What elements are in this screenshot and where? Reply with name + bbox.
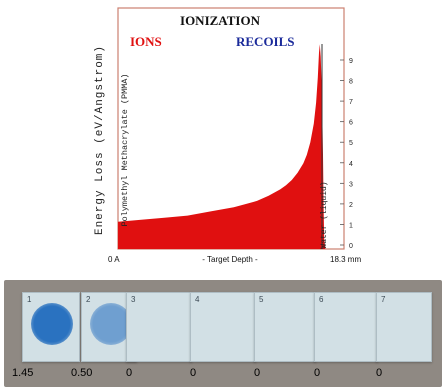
right-axis-tick-label: 7 — [349, 99, 353, 106]
x-start-label: 0 A — [108, 255, 120, 264]
right-axis-tick-label: 6 — [349, 120, 353, 127]
legend-recoils: RECOILS — [236, 34, 295, 49]
slide-index-label: 1 — [27, 295, 32, 304]
film-slide: 5 — [254, 292, 316, 362]
layer-label-water: Water (liquid) — [320, 181, 329, 248]
slide-dose-value: 0 — [126, 367, 133, 379]
right-axis-tick-label: 3 — [349, 181, 353, 188]
slide-index-label: 6 — [319, 295, 324, 304]
ionization-chart: Energy Loss (eV/Angstrom) 9 8 7 6 5 4 3 2 1 0 ION… — [94, 7, 361, 264]
slide-dose-value: 0 — [376, 367, 383, 379]
slide-index-label: 3 — [131, 295, 136, 304]
right-axis-tick-label: 0 — [349, 243, 353, 250]
irradiation-spot — [31, 303, 73, 345]
x-end-label: 18.3 mm — [330, 255, 361, 264]
slide-index-label: 2 — [86, 295, 91, 304]
slide-index-label: 5 — [259, 295, 264, 304]
slide-dose-value: 0 — [190, 367, 197, 379]
right-axis-tick-label: 1 — [349, 222, 353, 229]
slide-dose-value: 0 — [254, 367, 261, 379]
slide-dose-value: 1.45 — [12, 367, 34, 379]
film-strip-photo: 1 1.45 2 0.50 3 0 4 0 5 0 6 0 7 0 — [4, 280, 442, 387]
slide-dose-value: 0.50 — [71, 367, 93, 379]
film-slide: 3 — [126, 292, 192, 362]
legend-ions: IONS — [130, 34, 162, 49]
film-slide: 4 — [190, 292, 256, 362]
right-axis-tick-label: 2 — [349, 202, 353, 209]
slide-dose-value: 0 — [314, 367, 321, 379]
right-axis-tick-label: 9 — [349, 58, 353, 65]
film-slide: 6 — [314, 292, 378, 362]
right-axis-tick-label: 4 — [349, 161, 353, 168]
x-axis-label: - Target Depth - — [202, 255, 258, 264]
film-slide: 1 — [22, 292, 80, 362]
right-axis-tick-label: 8 — [349, 79, 353, 86]
right-axis-tick-label: 5 — [349, 140, 353, 147]
y-axis-label: Energy Loss (eV/Angstrom) — [94, 45, 106, 235]
slide-index-label: 4 — [195, 295, 200, 304]
ions-energy-loss-area — [118, 44, 326, 250]
slide-index-label: 7 — [381, 295, 386, 304]
chart-title: IONIZATION — [180, 13, 261, 28]
irradiation-spot — [90, 303, 132, 345]
film-slide: 7 — [376, 292, 432, 362]
layer-label-pmma: Polymethyl Methacrylate (PMMA) — [120, 73, 130, 226]
